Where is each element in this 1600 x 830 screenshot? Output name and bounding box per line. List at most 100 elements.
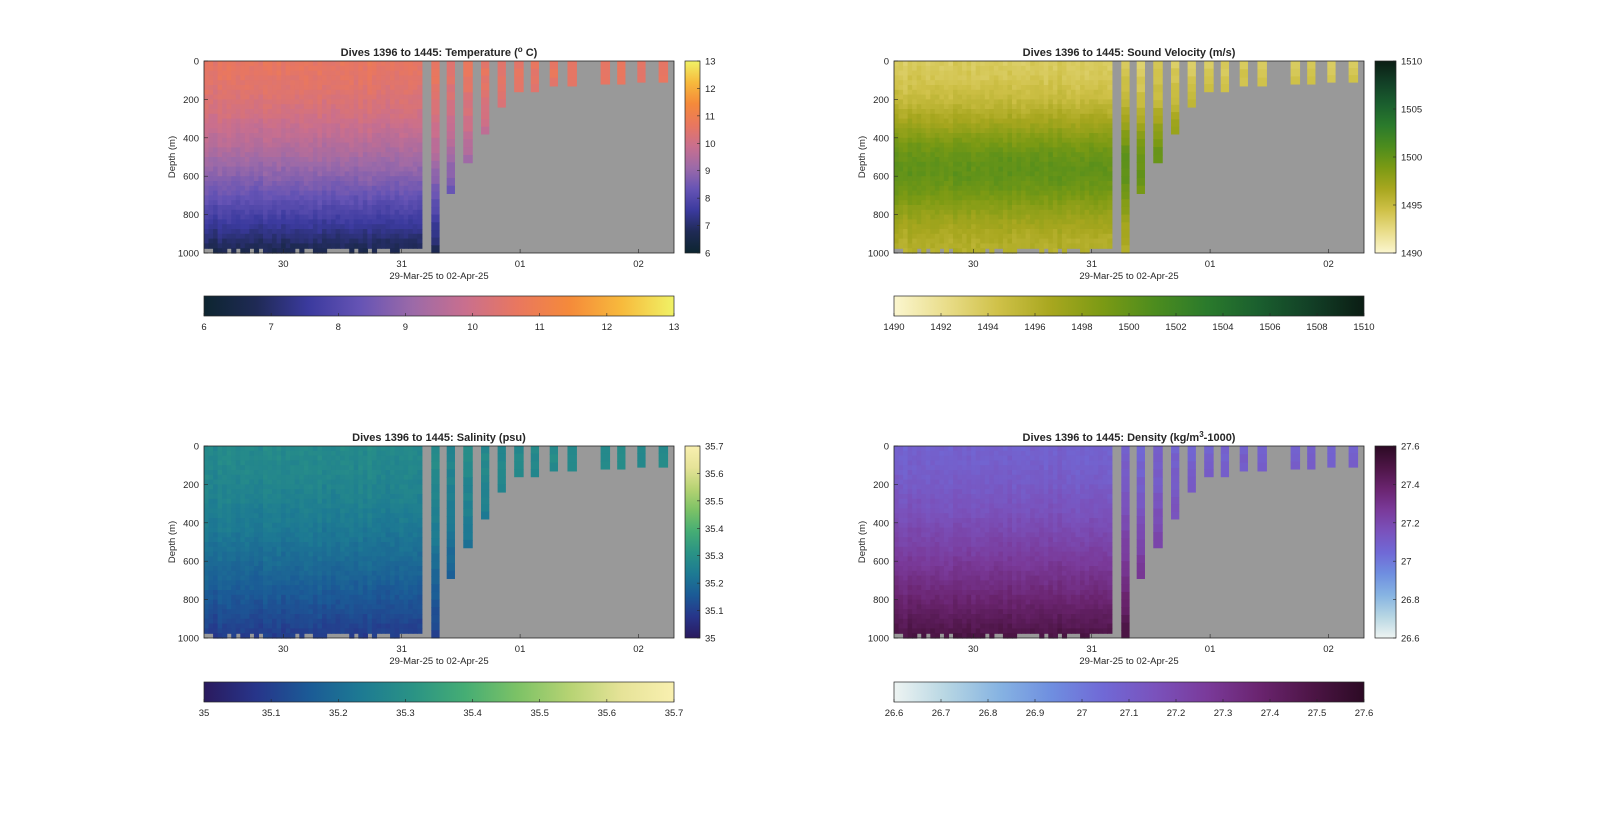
heatmap-cell <box>1002 190 1009 196</box>
heatmap-cell <box>957 128 963 134</box>
heatmap-cell <box>907 229 913 235</box>
heatmap-cell <box>1039 109 1045 115</box>
heatmap-cell <box>294 580 300 586</box>
heatmap-cell <box>1034 89 1040 96</box>
heatmap-cell <box>1061 118 1068 124</box>
heatmap-cell <box>294 575 300 581</box>
heatmap-cell <box>294 618 300 625</box>
heatmap-cell <box>244 123 250 129</box>
heatmap-cell <box>898 94 904 100</box>
heatmap-cell <box>321 123 328 129</box>
heatmap-cell <box>217 542 223 548</box>
heatmap-cell <box>1089 238 1095 244</box>
heatmap-cell <box>1021 99 1027 105</box>
heatmap-cell <box>399 205 405 211</box>
heatmap-cell <box>240 104 246 110</box>
heatmap-cell <box>371 80 378 86</box>
dive-profile-cell <box>1171 112 1180 120</box>
heatmap-cell <box>376 200 382 206</box>
heatmap-cell <box>912 65 918 72</box>
heatmap-cell <box>380 142 387 148</box>
heatmap-cell <box>267 628 273 634</box>
heatmap-cell <box>1098 243 1104 249</box>
heatmap-cell <box>253 561 260 567</box>
heatmap-cell <box>204 214 210 220</box>
heatmap-cell <box>276 580 282 586</box>
heatmap-cell <box>1080 214 1086 220</box>
heatmap-cell <box>934 200 940 206</box>
heatmap-cell <box>962 152 968 158</box>
heatmap-cell <box>222 623 228 629</box>
heatmap-cell <box>984 99 990 105</box>
heatmap-cell <box>312 70 319 76</box>
heatmap-cell <box>1011 123 1018 129</box>
heatmap-cell <box>349 137 355 144</box>
heatmap-cell <box>267 513 273 519</box>
heatmap-cell <box>312 243 319 249</box>
heatmap-cell <box>925 157 931 163</box>
dive-profile-cell <box>431 245 440 254</box>
heatmap-cell <box>380 94 387 100</box>
heatmap-cell <box>285 575 291 581</box>
heatmap-cell <box>1043 94 1049 100</box>
heatmap-cell <box>213 133 219 139</box>
heatmap-cell <box>235 604 241 610</box>
heatmap-cell <box>912 104 918 110</box>
heatmap-cell <box>285 623 291 629</box>
heatmap-cell <box>249 474 255 481</box>
heatmap-cell <box>367 238 373 244</box>
heatmap-cell <box>912 137 918 144</box>
heatmap-cell <box>262 609 269 615</box>
heatmap-cell <box>262 618 269 625</box>
heatmap-cell <box>399 176 405 182</box>
heatmap-cell <box>952 104 959 110</box>
heatmap-cell <box>231 508 237 514</box>
heatmap-cell <box>226 190 232 196</box>
heatmap-cell <box>907 209 913 216</box>
heatmap-cell <box>1016 152 1022 158</box>
heatmap-cell <box>231 219 237 225</box>
heatmap-cell <box>975 190 981 196</box>
heatmap-cell <box>267 243 273 249</box>
heatmap-cell <box>966 118 972 124</box>
heatmap-cell <box>1102 200 1108 206</box>
heatmap-cell <box>294 133 300 139</box>
heatmap-cell <box>1016 181 1022 187</box>
heatmap-cell <box>290 594 296 601</box>
heatmap-cell <box>1052 219 1058 225</box>
heatmap-cell <box>903 113 909 120</box>
heatmap-cell <box>213 243 219 249</box>
heatmap-cell <box>399 113 405 120</box>
heatmap-cell <box>349 219 355 225</box>
heatmap-cell <box>226 455 232 461</box>
heatmap-cell <box>204 484 210 490</box>
heatmap-cell <box>1011 171 1018 177</box>
heatmap-cell <box>231 494 237 500</box>
heatmap-cell <box>957 113 963 120</box>
heatmap-cell <box>898 224 904 230</box>
heatmap-cell <box>1034 85 1040 91</box>
axes-frame <box>893 60 1365 254</box>
heatmap-cell <box>294 85 300 91</box>
heatmap-cell <box>308 238 314 244</box>
dive-profile-cell <box>1153 154 1163 164</box>
heatmap-cell <box>939 80 945 86</box>
heatmap-cell <box>1089 209 1095 216</box>
heatmap-cell <box>998 205 1004 211</box>
heatmap-cell <box>1007 133 1013 139</box>
heatmap-cell <box>966 142 972 148</box>
heatmap-cell <box>1002 104 1009 110</box>
heatmap-cell <box>1084 85 1090 91</box>
heatmap-cell <box>213 561 219 567</box>
heatmap-cell <box>235 618 241 625</box>
heatmap-cell <box>1098 205 1104 211</box>
heatmap-cell <box>276 190 282 196</box>
heatmap-cell <box>285 580 291 586</box>
heatmap-cell <box>258 233 264 240</box>
colorbar-bottom-tick-label: 8 <box>336 322 341 333</box>
heatmap-cell <box>1089 99 1095 105</box>
heatmap-cell <box>1061 195 1068 201</box>
heatmap-cell <box>353 113 359 120</box>
dive-profile-cell <box>1121 168 1130 177</box>
heatmap-cell <box>912 123 918 129</box>
